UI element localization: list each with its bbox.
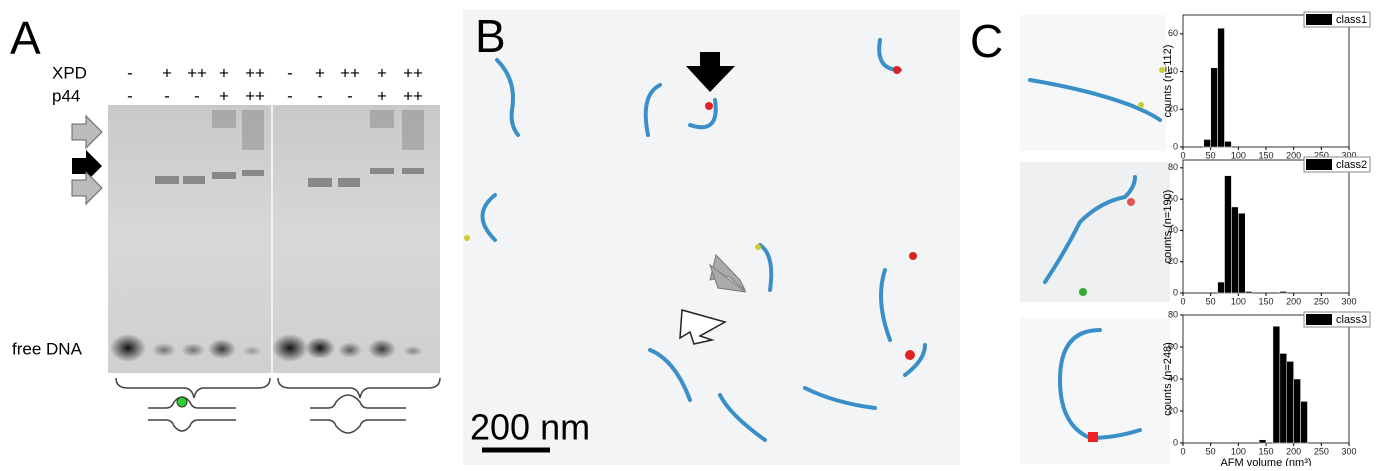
bar	[1211, 68, 1218, 147]
legend-swatch	[1306, 159, 1332, 170]
y-tick-label: 0	[1173, 141, 1178, 151]
x-tick-label: 200	[1286, 150, 1301, 160]
x-tick-label: 0	[1180, 296, 1185, 306]
bar	[1238, 213, 1245, 293]
bar	[1231, 207, 1238, 293]
x-tick-label: 150	[1258, 296, 1273, 306]
y-tick-label: 0	[1173, 287, 1178, 297]
bar	[1225, 176, 1232, 293]
bar	[1280, 353, 1287, 443]
lane-symbol: -	[127, 86, 133, 105]
panel-label: B	[475, 10, 506, 62]
x-tick-label: 300	[1341, 446, 1356, 456]
y-axis-label: counts (n=248)	[1162, 342, 1174, 416]
panel-label: A	[10, 12, 41, 64]
legend-swatch	[1306, 314, 1332, 325]
lane-symbol: +	[377, 63, 387, 82]
y-tick-label: 80	[1168, 162, 1178, 172]
x-tick-label: 100	[1231, 150, 1246, 160]
lane-symbol: ++	[245, 63, 265, 82]
x-tick-label: 250	[1314, 446, 1329, 456]
x-tick-label: 250	[1314, 296, 1329, 306]
bar	[1225, 141, 1232, 147]
plot-frame	[1183, 315, 1349, 443]
lane-symbol: +	[315, 63, 325, 82]
bar	[1273, 326, 1280, 443]
x-tick-label: 50	[1206, 296, 1216, 306]
bar	[1301, 401, 1308, 443]
lane-symbol: -	[347, 86, 353, 105]
lane-symbol: +	[377, 86, 387, 105]
band-label: free DNA	[12, 339, 83, 358]
bar	[1294, 379, 1301, 443]
x-tick-label: 100	[1231, 446, 1246, 456]
x-tick-label: 0	[1180, 446, 1185, 456]
legend-label: class1	[1336, 14, 1367, 26]
y-tick-label: 0	[1173, 437, 1178, 447]
x-axis-label: AFM volume (nm³)	[1220, 457, 1311, 466]
y-axis-label: counts (n=190)	[1162, 190, 1174, 264]
plot-frame	[1183, 160, 1349, 293]
x-tick-label: 300	[1341, 296, 1356, 306]
x-tick-label: 0	[1180, 150, 1185, 160]
lane-symbol: ++	[340, 63, 360, 82]
scale-label: 200 nm	[470, 407, 590, 448]
row-label: p44	[52, 86, 80, 105]
bar	[1218, 282, 1225, 293]
lane-symbol: -	[194, 86, 200, 105]
legend-label: class2	[1336, 159, 1367, 171]
x-tick-label: 100	[1231, 296, 1246, 306]
lane-labels: -++++++-++++++---+++---+++	[127, 63, 423, 105]
x-tick-label: 150	[1258, 446, 1273, 456]
y-tick-label: 60	[1168, 28, 1178, 38]
plot-frame	[1183, 15, 1349, 147]
y-axis-label: counts (n=112)	[1162, 45, 1174, 118]
arrows	[72, 116, 102, 204]
bar	[1287, 361, 1294, 443]
lane-symbol: ++	[403, 86, 423, 105]
bar	[1245, 291, 1252, 293]
x-tick-label: 50	[1206, 150, 1216, 160]
lane-symbol: ++	[245, 86, 265, 105]
lane-symbol: +	[219, 63, 229, 82]
protein-dot	[177, 397, 187, 407]
x-tick-label: 200	[1286, 296, 1301, 306]
braces	[116, 378, 440, 433]
bar	[1259, 440, 1266, 443]
lane-symbol: -	[287, 86, 293, 105]
lane-symbol: ++	[403, 63, 423, 82]
bar	[1218, 28, 1225, 147]
lane-symbol: ++	[187, 63, 207, 82]
y-tick-label: 80	[1168, 309, 1178, 319]
x-tick-label: 200	[1286, 446, 1301, 456]
lane-symbol: -	[164, 86, 170, 105]
figure: A XPD p44 free DNA	[0, 0, 1376, 466]
legend-label: class3	[1336, 314, 1367, 326]
lane-symbol: +	[219, 86, 229, 105]
row-label: XPD	[52, 63, 87, 82]
x-tick-label: 50	[1206, 446, 1216, 456]
afm-crops	[1020, 15, 1170, 464]
lane-symbol: -	[127, 63, 133, 82]
gel	[108, 105, 440, 373]
bar	[1204, 139, 1211, 147]
legend-swatch	[1306, 14, 1332, 25]
lane-symbol: +	[162, 63, 172, 82]
x-tick-label: 150	[1258, 150, 1273, 160]
panel-label: C	[970, 15, 1003, 67]
lane-symbol: -	[287, 63, 293, 82]
bar	[1280, 291, 1287, 293]
afm-image	[463, 10, 960, 465]
lane-symbol: -	[317, 86, 323, 105]
